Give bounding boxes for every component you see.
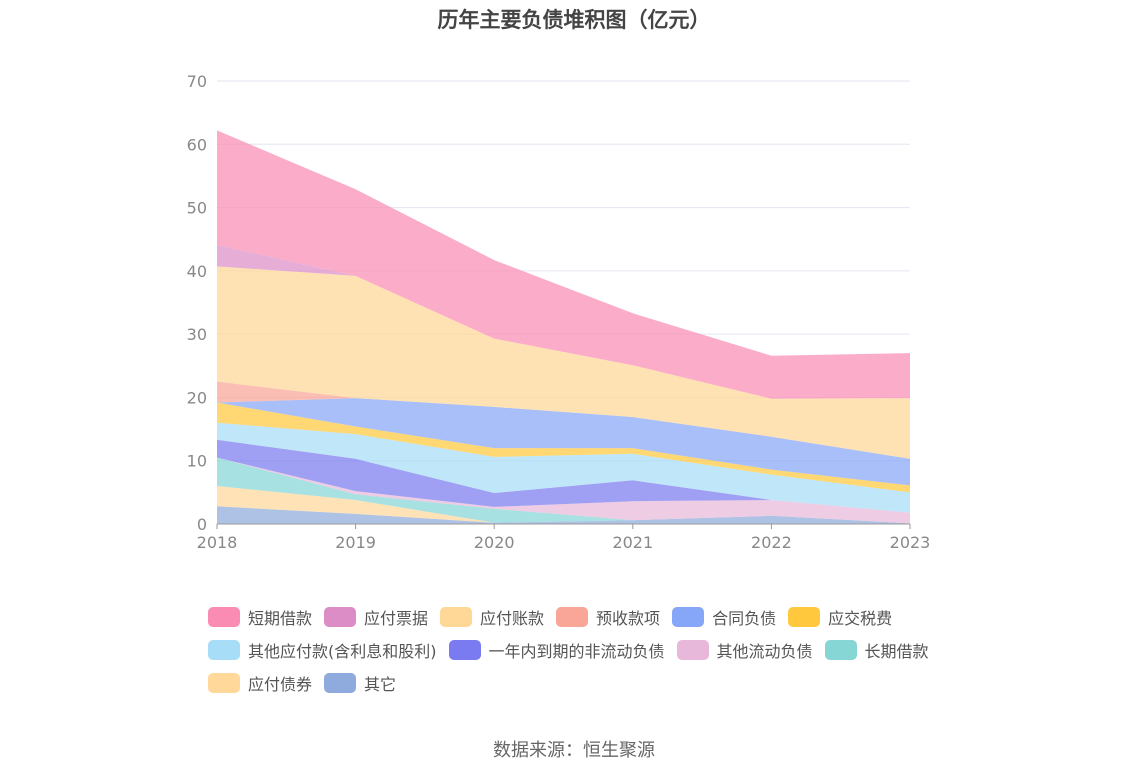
- area-series-4: [217, 439, 910, 513]
- legend-label: 其它: [364, 675, 397, 694]
- x-tick-label: 2022: [751, 533, 792, 552]
- legend-swatch: [324, 607, 357, 627]
- legend-swatch: [440, 607, 473, 627]
- legend-swatch: [324, 673, 357, 693]
- legend-item[interactable]: 其他流动负债: [676, 639, 813, 661]
- legend-swatch: [788, 607, 821, 627]
- legend: 短期借款 应付票据 应付账款 预收款项 合同负债 应交税费其他应付款(含利息和股利) 一年内…: [208, 606, 968, 705]
- x-tick-label: 2018: [197, 533, 238, 552]
- legend-label: 短期借款: [248, 609, 313, 628]
- data-source: 数据来源：恒生聚源: [493, 740, 655, 761]
- legend-item[interactable]: 应付账款: [440, 606, 544, 628]
- x-tick-label: 2023: [890, 533, 931, 552]
- legend-label: 应付账款: [480, 609, 545, 628]
- legend-label: 长期借款: [864, 642, 929, 661]
- x-axis: [216, 523, 911, 529]
- x-tick-label: 2021: [612, 533, 653, 552]
- y-tick-label: 40: [187, 262, 207, 281]
- legend-label: 其他流动负债: [716, 642, 813, 661]
- legend-swatch: [672, 607, 705, 627]
- area-series: [217, 130, 910, 524]
- legend-item[interactable]: 其他应付款(含利息和股利): [208, 639, 437, 661]
- legend-item[interactable]: 合同负债: [672, 606, 776, 628]
- y-tick-label: 30: [187, 325, 207, 344]
- y-tick-label: 20: [187, 388, 207, 407]
- stacked-area-chart: 0 10 20 30 40 50 60 70 2018 2019 2020 2021 2022 2023: [187, 72, 931, 552]
- area-series-0: [217, 506, 910, 524]
- y-tick-label: 0: [197, 515, 207, 534]
- legend-item[interactable]: 应交税费: [788, 606, 892, 628]
- area-series-6: [217, 402, 910, 493]
- area-series-9: [217, 266, 910, 459]
- legend-label: 一年内到期的非流动负债: [488, 642, 665, 661]
- legend-label: 其他应付款(含利息和股利): [248, 642, 437, 661]
- legend-label: 应交税费: [828, 609, 893, 628]
- x-tick-label: 2019: [335, 533, 376, 552]
- legend-swatch: [208, 673, 240, 693]
- legend-item[interactable]: 应付票据: [324, 606, 428, 628]
- legend-label: 应付票据: [364, 609, 429, 628]
- area-series-7: [217, 398, 910, 486]
- legend-swatch: [676, 640, 709, 660]
- legend-item[interactable]: 应付债券: [208, 672, 312, 694]
- legend-swatch: [208, 640, 240, 660]
- x-axis-labels: 2018 2019 2020 2021 2022 2023: [197, 533, 931, 552]
- area-series-1: [217, 486, 910, 524]
- legend-swatch: [556, 607, 589, 627]
- y-tick-label: 70: [187, 72, 207, 91]
- legend-item[interactable]: 其它: [324, 672, 396, 694]
- legend-label: 合同负债: [712, 609, 777, 628]
- legend-item[interactable]: 短期借款: [208, 606, 312, 628]
- chart-title: 历年主要负债堆积图（亿元）: [437, 8, 711, 32]
- legend-label: 预收款项: [596, 609, 661, 628]
- y-tick-label: 50: [187, 199, 207, 218]
- legend-swatch: [208, 607, 240, 627]
- y-tick-label: 60: [187, 135, 207, 154]
- y-tick-label: 10: [187, 452, 207, 471]
- legend-item[interactable]: 长期借款: [824, 639, 929, 661]
- x-tick-label: 2020: [474, 533, 515, 552]
- legend-swatch: [448, 640, 481, 660]
- legend-label: 应付债券: [248, 675, 313, 694]
- area-series-5: [217, 422, 910, 513]
- area-series-3: [217, 457, 910, 524]
- area-series-11: [217, 130, 910, 399]
- legend-swatch: [824, 640, 857, 660]
- y-axis-labels: 0 10 20 30 40 50 60 70: [187, 72, 207, 534]
- legend-item[interactable]: 预收款项: [556, 606, 660, 628]
- legend-item[interactable]: 一年内到期的非流动负债: [448, 639, 665, 661]
